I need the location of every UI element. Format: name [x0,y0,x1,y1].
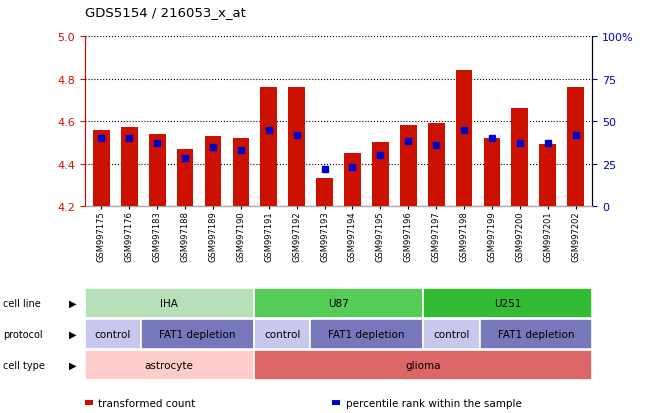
Text: cell line: cell line [3,298,41,308]
Bar [85,288,254,318]
Bar [428,124,445,206]
Text: astrocyte: astrocyte [145,360,194,370]
Bar [204,137,221,206]
Bar [260,88,277,206]
Bar [484,139,501,206]
Bar [316,179,333,206]
Bar [176,150,193,206]
Text: IHA: IHA [160,298,178,308]
Bar [400,126,417,206]
Bar [423,288,592,318]
Text: glioma: glioma [406,360,441,370]
Bar [93,131,110,206]
Text: ▶: ▶ [69,360,77,370]
Text: protocol: protocol [3,329,43,339]
Text: ▶: ▶ [69,329,77,339]
Text: percentile rank within the sample: percentile rank within the sample [346,398,521,408]
Bar [311,319,423,349]
Bar [85,350,254,380]
Text: FAT1 depletion: FAT1 depletion [498,329,574,339]
Bar [149,135,165,206]
Bar [85,319,141,349]
Text: cell type: cell type [3,360,45,370]
Text: FAT1 depletion: FAT1 depletion [329,329,405,339]
Bar [480,319,592,349]
Bar [254,350,592,380]
Bar [232,139,249,206]
Bar [141,319,254,349]
Bar [540,145,556,206]
Text: control: control [264,329,300,339]
Bar [372,143,389,206]
Text: control: control [433,329,469,339]
Text: FAT1 depletion: FAT1 depletion [159,329,236,339]
Bar [254,288,423,318]
Text: ▶: ▶ [69,298,77,308]
Bar [288,88,305,206]
Bar [344,154,361,206]
Text: transformed count: transformed count [98,398,195,408]
Bar [567,88,584,206]
Text: U251: U251 [494,298,521,308]
Text: control: control [94,329,131,339]
Bar [456,71,473,206]
Bar [423,319,480,349]
Text: GDS5154 / 216053_x_at: GDS5154 / 216053_x_at [85,6,245,19]
Bar [121,128,137,206]
Bar [512,109,528,206]
Text: U87: U87 [328,298,349,308]
Bar [254,319,311,349]
